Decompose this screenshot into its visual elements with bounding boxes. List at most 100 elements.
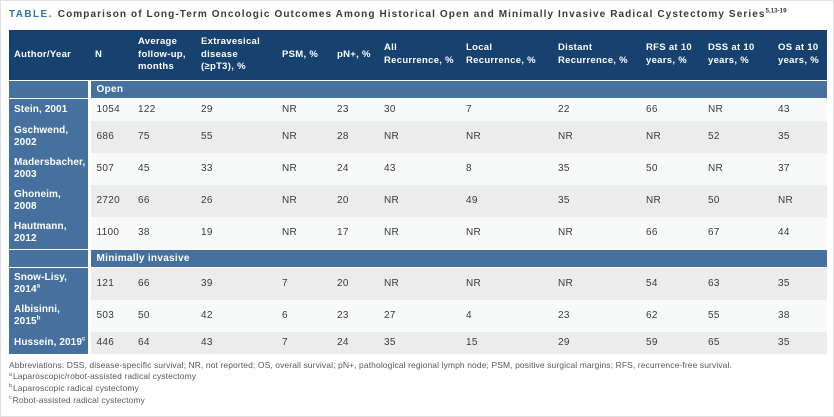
- value-cell: 43: [378, 152, 460, 185]
- outcomes-table: Author/Year N Average follow-up, months Ext…: [9, 30, 827, 354]
- author-cell: Stein, 2001: [9, 98, 91, 121]
- value-cell: 1100: [89, 216, 132, 249]
- value-cell: 27: [378, 299, 460, 332]
- author-footnote-superscript: b: [36, 314, 41, 322]
- value-cell: 55: [195, 120, 276, 153]
- table-row: Madersbacher, 2003 507 45 33 NR 24 43 8 35 50 NR 37: [9, 152, 827, 185]
- value-cell: 35: [552, 152, 640, 185]
- value-cell: 43: [772, 98, 827, 121]
- column-header: DSS at 10 years, %: [702, 30, 772, 80]
- value-cell: 75: [132, 120, 195, 153]
- author-cell: Albisinni, 2015b: [9, 299, 91, 332]
- section-author-spacer: [9, 248, 91, 268]
- value-cell: NR: [276, 152, 331, 185]
- column-header: Extravesical disease (≥pT3), %: [195, 30, 276, 80]
- table-row: Ghoneim, 2008 2720 66 26 NR 20 NR 49 35 NR 50 NR: [9, 184, 827, 217]
- value-cell: 30: [378, 98, 460, 121]
- column-header: Local Recurrence, %: [460, 30, 552, 80]
- section-row: Minimally invasive: [9, 248, 827, 268]
- value-cell: 29: [195, 98, 276, 121]
- value-cell: 121: [89, 267, 132, 300]
- value-cell: 35: [378, 331, 460, 354]
- author-footnote-superscript: a: [36, 282, 41, 290]
- value-cell: 20: [331, 267, 378, 300]
- value-cell: 24: [331, 331, 378, 354]
- section-row: Open: [9, 79, 827, 99]
- author-cell: Ghoneim, 2008: [9, 184, 91, 217]
- author-footnote-superscript: c: [82, 335, 86, 343]
- value-cell: 23: [552, 299, 640, 332]
- value-cell: 7: [460, 98, 552, 121]
- value-cell: 507: [89, 152, 132, 185]
- table-row: Hussein, 2019c 446 64 43 7 24 35 15 29 59 65 35: [9, 331, 827, 354]
- value-cell: 2720: [89, 184, 132, 217]
- section-label: Minimally invasive: [89, 248, 827, 268]
- value-cell: 59: [640, 331, 702, 354]
- value-cell: NR: [640, 120, 702, 153]
- value-cell: 66: [132, 184, 195, 217]
- value-cell: 63: [702, 267, 772, 300]
- value-cell: 67: [702, 216, 772, 249]
- column-header: PSM, %: [276, 30, 331, 80]
- value-cell: NR: [276, 120, 331, 153]
- value-cell: 50: [640, 152, 702, 185]
- value-cell: NR: [378, 184, 460, 217]
- author-cell: Gschwend, 2002: [9, 120, 91, 153]
- value-cell: 7: [276, 267, 331, 300]
- value-cell: 22: [552, 98, 640, 121]
- value-cell: 42: [195, 299, 276, 332]
- value-cell: 15: [460, 331, 552, 354]
- footnote-superscript: a: [9, 371, 12, 378]
- column-header: Author/Year: [9, 30, 89, 80]
- value-cell: NR: [552, 120, 640, 153]
- value-cell: 38: [772, 299, 827, 332]
- table-row: Gschwend, 2002 686 75 55 NR 28 NR NR NR NR 52 35: [9, 120, 827, 153]
- column-header: Distant Recurrence, %: [552, 30, 640, 80]
- value-cell: 503: [89, 299, 132, 332]
- value-cell: 45: [132, 152, 195, 185]
- value-cell: NR: [640, 184, 702, 217]
- value-cell: 23: [331, 98, 378, 121]
- value-cell: 35: [772, 120, 827, 153]
- section-label: Open: [89, 79, 827, 99]
- value-cell: 52: [702, 120, 772, 153]
- value-cell: 49: [460, 184, 552, 217]
- value-cell: NR: [276, 98, 331, 121]
- value-cell: 64: [132, 331, 195, 354]
- column-header: RFS at 10 years, %: [640, 30, 702, 80]
- table-header-row: Author/Year N Average follow-up, months Ext…: [9, 30, 827, 80]
- footnote-superscript: c: [9, 395, 12, 402]
- value-cell: 54: [640, 267, 702, 300]
- value-cell: 35: [552, 184, 640, 217]
- abbreviations-line: Abbreviations: DSS, disease-specific sur…: [9, 359, 732, 370]
- author-cell: Hussein, 2019c: [9, 331, 91, 354]
- value-cell: 50: [132, 299, 195, 332]
- value-cell: NR: [276, 216, 331, 249]
- value-cell: 686: [89, 120, 132, 153]
- value-cell: 50: [702, 184, 772, 217]
- value-cell: NR: [460, 120, 552, 153]
- table-row: Stein, 2001 1054 122 29 NR 23 30 7 22 66 NR 43: [9, 98, 827, 121]
- footnote: aLaparoscopic/robot-assisted radical cys…: [9, 371, 197, 382]
- value-cell: 62: [640, 299, 702, 332]
- footnote: bLaparoscopic radical cystectomy: [9, 383, 139, 394]
- table-row: Albisinni, 2015b 503 50 42 6 23 27 4 23 62 55 38: [9, 299, 827, 332]
- value-cell: NR: [460, 216, 552, 249]
- value-cell: NR: [378, 267, 460, 300]
- value-cell: 65: [702, 331, 772, 354]
- value-cell: 23: [331, 299, 378, 332]
- value-cell: 35: [772, 267, 827, 300]
- value-cell: 38: [132, 216, 195, 249]
- footnote: cRobot-assisted radical cystectomy: [9, 395, 145, 406]
- value-cell: 446: [89, 331, 132, 354]
- value-cell: NR: [772, 184, 827, 217]
- column-header: pN+, %: [331, 30, 378, 80]
- value-cell: 37: [772, 152, 827, 185]
- value-cell: NR: [702, 98, 772, 121]
- value-cell: NR: [276, 184, 331, 217]
- table-title-text: Comparison of Long-Term Oncologic Outcom…: [57, 9, 766, 20]
- value-cell: NR: [552, 216, 640, 249]
- table-title-reference-superscript: 5,13-19: [765, 7, 787, 15]
- table-row: Hautmann, 2012 1100 38 19 NR 17 NR NR NR 66 67 44: [9, 216, 827, 249]
- value-cell: 43: [195, 331, 276, 354]
